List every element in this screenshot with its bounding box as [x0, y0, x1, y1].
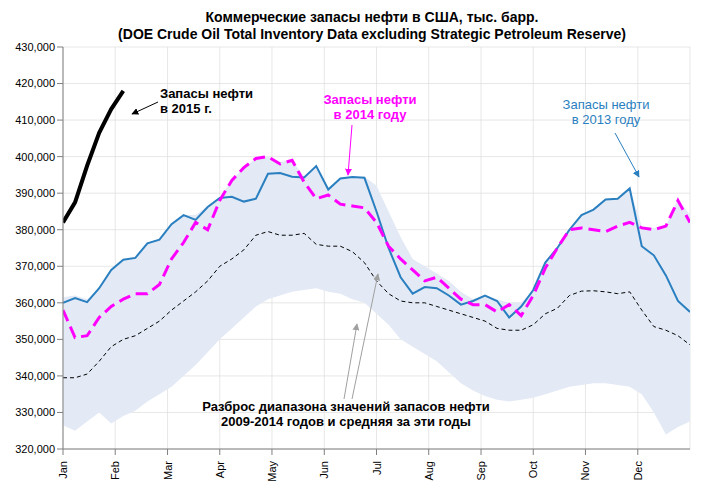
- svg-text:400,000: 400,000: [15, 151, 55, 163]
- svg-text:360,000: 360,000: [15, 297, 55, 309]
- svg-text:Запасы нефтив 2014 году: Запасы нефтив 2014 году: [323, 92, 416, 122]
- svg-text:Коммерческие запасы нефти в СШ: Коммерческие запасы нефти в США, тыс. ба…: [206, 9, 539, 25]
- svg-text:Dec: Dec: [632, 461, 644, 481]
- svg-text:Sep: Sep: [475, 461, 487, 481]
- svg-text:Apr: Apr: [214, 461, 226, 478]
- svg-text:(DOE Crude Oil Total Inventory: (DOE Crude Oil Total Inventory Data excl…: [118, 26, 626, 42]
- svg-text:Aug: Aug: [423, 461, 435, 481]
- svg-text:330,000: 330,000: [15, 406, 55, 418]
- svg-text:320,000: 320,000: [15, 443, 55, 455]
- svg-text:Запасы нефтив 2013 году: Запасы нефтив 2013 году: [563, 97, 650, 127]
- svg-text:Jan: Jan: [57, 461, 69, 479]
- svg-text:340,000: 340,000: [15, 370, 55, 382]
- svg-text:410,000: 410,000: [15, 114, 55, 126]
- svg-text:May: May: [266, 461, 278, 481]
- svg-text:380,000: 380,000: [15, 224, 55, 236]
- svg-text:390,000: 390,000: [15, 187, 55, 199]
- svg-text:Feb: Feb: [109, 461, 121, 480]
- svg-text:Jun: Jun: [318, 461, 330, 479]
- svg-text:Запасы нефтив 2015 г.: Запасы нефтив 2015 г.: [160, 86, 253, 116]
- svg-text:Jul: Jul: [371, 461, 383, 475]
- svg-text:Mar: Mar: [162, 461, 174, 480]
- svg-text:Разброс диапазона значений зап: Разброс диапазона значений запасов нефти…: [202, 399, 490, 429]
- svg-text:Oct: Oct: [527, 461, 539, 478]
- svg-text:Nov: Nov: [579, 461, 591, 481]
- svg-text:420,000: 420,000: [15, 77, 55, 89]
- svg-text:430,000: 430,000: [15, 41, 55, 53]
- svg-text:350,000: 350,000: [15, 333, 55, 345]
- svg-text:370,000: 370,000: [15, 260, 55, 272]
